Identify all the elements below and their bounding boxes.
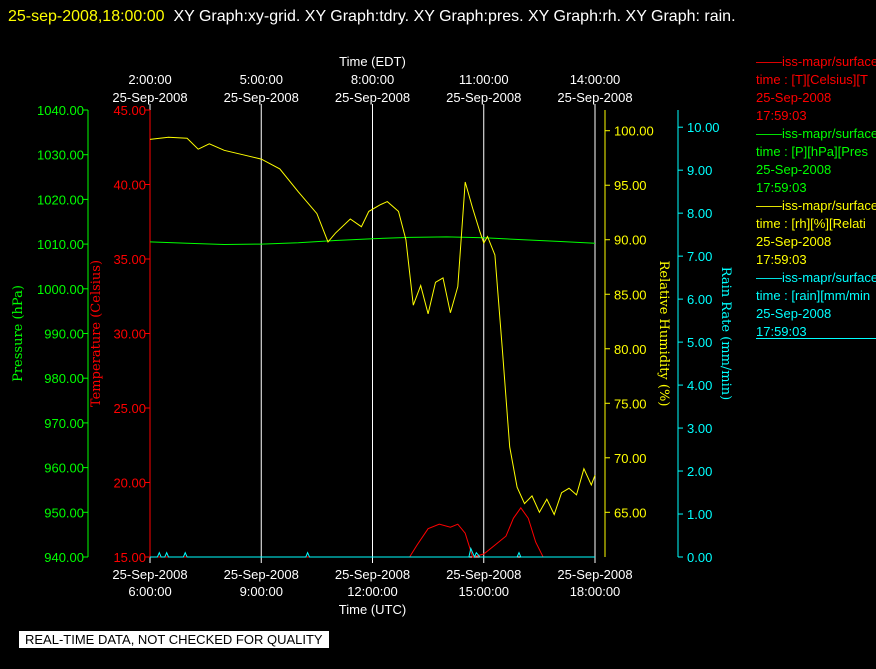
legend-entry: ——iss-mapr/surface time : [rain][mm/min 25… (756, 269, 876, 341)
top-axis-title: Time (EDT) (339, 54, 406, 69)
legend-time: 17:59:03 (756, 324, 807, 339)
top-tick-label: 11:00:00 (459, 72, 509, 87)
bottom-tick-label: 6:00:00 (128, 584, 171, 599)
bottom-tick-label: 25-Sep-2008 (557, 567, 632, 582)
rh-tick-label: 65.00 (614, 505, 647, 520)
top-tick-label: 14:00:00 (570, 72, 621, 87)
pressure-tick-label: 990.00 (44, 327, 84, 342)
bottom-tick-label: 18:00:00 (570, 584, 621, 599)
rh-axis-title: Relative Humidity (%) (656, 261, 671, 407)
rh-tick-label: 75.00 (614, 396, 647, 411)
legend-variable: time : [rh][%][Relati (756, 216, 866, 231)
legend-variable: time : [rain][mm/min (756, 288, 871, 303)
title-timestamp: 25-sep-2008,18:00:00 (8, 8, 165, 25)
rain-tick-label: 3.00 (687, 421, 712, 436)
rain-axis-title: Rain Rate (mm/min) (718, 267, 733, 400)
legend-entry: ——iss-mapr/surface time : [T][Celsius][T 2… (756, 53, 876, 125)
legend-series-name: ——iss-mapr/surface (756, 198, 876, 213)
top-tick-label: 2:00:00 (128, 72, 171, 87)
legend-date: 25-Sep-2008 (756, 306, 832, 321)
title-graph-list: XY Graph:xy-grid. XY Graph:tdry. XY Grap… (173, 8, 736, 25)
top-tick-label: 25-Sep-2008 (557, 90, 632, 105)
rain-tick-label: 6.00 (687, 292, 712, 307)
pressure-tick-label: 940.00 (44, 550, 84, 565)
rh-tick-label: 100.00 (614, 124, 654, 139)
bottom-tick-label: 25-Sep-2008 (335, 567, 410, 582)
temperature-tick-label: 45.00 (113, 103, 146, 118)
pressure-series-line (149, 236, 596, 246)
pressure-tick-label: 1030.00 (37, 148, 84, 163)
legend-date: 25-Sep-2008 (756, 162, 832, 177)
legend-series-name: ——iss-mapr/surface (756, 54, 876, 69)
top-tick-label: 25-Sep-2008 (112, 90, 187, 105)
temperature-tick-label: 25.00 (113, 401, 146, 416)
pressure-tick-label: 950.00 (44, 505, 84, 520)
pressure-axis-title: Pressure (hPa) (11, 285, 26, 382)
top-tick-label: 25-Sep-2008 (224, 90, 299, 105)
bottom-tick-label: 15:00:00 (458, 584, 509, 599)
legend-series-name: ——iss-mapr/surface (756, 126, 876, 141)
bottom-tick-label: 25-Sep-2008 (224, 567, 299, 582)
temperature-axis-title: Temperature (Celsius) (89, 260, 104, 407)
rain-tick-label: 10.00 (687, 120, 720, 135)
rh-tick-label: 80.00 (614, 342, 647, 357)
legend-entry: ——iss-mapr/surface time : [rh][%][Relati 2… (756, 197, 876, 269)
bottom-tick-label: 25-Sep-2008 (112, 567, 187, 582)
rain-tick-label: 7.00 (687, 249, 712, 264)
pressure-tick-label: 1020.00 (37, 192, 84, 207)
temperature-tick-label: 20.00 (113, 476, 146, 491)
rain-tick-label: 4.00 (687, 378, 712, 393)
top-tick-label: 25-Sep-2008 (446, 90, 521, 105)
bottom-tick-label: 25-Sep-2008 (446, 567, 521, 582)
rh-tick-label: 90.00 (614, 233, 647, 248)
rh-series-line (149, 136, 596, 516)
pressure-tick-label: 970.00 (44, 416, 84, 431)
temperature-tick-label: 35.00 (113, 252, 146, 267)
rh-tick-label: 85.00 (614, 287, 647, 302)
legend-variable: time : [P][hPa][Pres (756, 144, 868, 159)
top-tick-label: 25-Sep-2008 (335, 90, 410, 105)
bottom-tick-label: 12:00:00 (347, 584, 398, 599)
legend-time: 17:59:03 (756, 180, 807, 195)
temperature-tick-label: 30.00 (113, 327, 146, 342)
rain-tick-label: 8.00 (687, 206, 712, 221)
rain-series-line (150, 546, 595, 559)
legend-entry: ——iss-mapr/surface time : [P][hPa][Pres 25… (756, 125, 876, 197)
legend-time: 17:59:03 (756, 108, 807, 123)
legend-divider (756, 338, 876, 339)
quality-notice: REAL-TIME DATA, NOT CHECKED FOR QUALITY (19, 631, 329, 648)
legend-date: 25-Sep-2008 (756, 90, 832, 105)
graph-title: 25-sep-2008,18:00:00 XY Graph:xy-grid. X… (8, 3, 868, 31)
top-tick-label: 8:00:00 (351, 72, 394, 87)
bottom-tick-label: 9:00:00 (240, 584, 283, 599)
rain-tick-label: 1.00 (687, 507, 712, 522)
legend-time: 17:59:03 (756, 252, 807, 267)
pressure-tick-label: 1000.00 (37, 282, 84, 297)
pressure-tick-label: 960.00 (44, 461, 84, 476)
rain-tick-label: 9.00 (687, 163, 712, 178)
pressure-tick-label: 1040.00 (37, 103, 84, 118)
rain-tick-label: 5.00 (687, 335, 712, 350)
rh-tick-label: 70.00 (614, 451, 647, 466)
legend-date: 25-Sep-2008 (756, 234, 832, 249)
rain-tick-label: 2.00 (687, 464, 712, 479)
temperature-tick-label: 40.00 (113, 178, 146, 193)
bottom-axis-title: Time (UTC) (339, 602, 406, 617)
pressure-tick-label: 1010.00 (37, 237, 84, 252)
temperature-tick-label: 15.00 (113, 550, 146, 565)
legend-variable: time : [T][Celsius][T (756, 72, 868, 87)
rh-tick-label: 95.00 (614, 178, 647, 193)
legend-series-name: ——iss-mapr/surface (756, 270, 876, 285)
rain-tick-label: 0.00 (687, 550, 712, 565)
top-tick-label: 5:00:00 (240, 72, 283, 87)
pressure-tick-label: 980.00 (44, 371, 84, 386)
